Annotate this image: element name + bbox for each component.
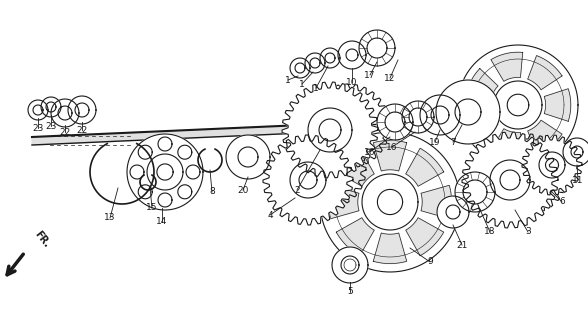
- Text: 23: 23: [32, 124, 44, 132]
- Text: 1: 1: [313, 84, 319, 92]
- Polygon shape: [41, 97, 61, 117]
- Polygon shape: [455, 172, 495, 212]
- Text: 2: 2: [294, 186, 300, 195]
- Text: 14: 14: [156, 218, 168, 227]
- Polygon shape: [290, 132, 366, 208]
- Text: 7: 7: [450, 138, 456, 147]
- Text: 19: 19: [429, 138, 441, 147]
- Polygon shape: [68, 96, 96, 124]
- Text: 9: 9: [427, 258, 433, 267]
- Text: 8: 8: [209, 188, 215, 196]
- Polygon shape: [420, 95, 460, 135]
- Polygon shape: [373, 140, 407, 171]
- Polygon shape: [336, 148, 375, 186]
- Text: 13: 13: [104, 213, 116, 222]
- Text: 23: 23: [45, 122, 56, 131]
- Polygon shape: [436, 80, 500, 144]
- Polygon shape: [290, 58, 310, 78]
- Polygon shape: [437, 196, 469, 228]
- Polygon shape: [28, 100, 48, 120]
- Text: 22: 22: [59, 127, 71, 137]
- Polygon shape: [373, 233, 407, 264]
- Text: 1: 1: [299, 79, 305, 89]
- Text: 17: 17: [364, 70, 376, 79]
- Polygon shape: [402, 101, 434, 133]
- Text: 22: 22: [76, 125, 88, 134]
- Text: 20: 20: [238, 186, 249, 195]
- Text: 4: 4: [267, 211, 273, 220]
- Polygon shape: [406, 148, 444, 186]
- Polygon shape: [527, 120, 562, 155]
- Text: FR.: FR.: [33, 229, 52, 249]
- Polygon shape: [488, 134, 568, 214]
- Polygon shape: [320, 132, 460, 272]
- Polygon shape: [305, 53, 325, 73]
- Text: 16: 16: [364, 148, 376, 156]
- Polygon shape: [320, 48, 340, 68]
- Text: 3: 3: [525, 228, 531, 236]
- Polygon shape: [338, 41, 366, 69]
- Text: 5: 5: [347, 287, 353, 297]
- Polygon shape: [332, 247, 368, 283]
- Polygon shape: [306, 84, 390, 168]
- Text: 10: 10: [346, 77, 358, 86]
- Polygon shape: [491, 52, 523, 81]
- Polygon shape: [51, 99, 79, 127]
- Polygon shape: [527, 56, 562, 90]
- Polygon shape: [406, 218, 444, 256]
- Polygon shape: [466, 68, 498, 101]
- Polygon shape: [329, 185, 359, 219]
- Polygon shape: [462, 132, 558, 228]
- Polygon shape: [544, 89, 571, 121]
- Polygon shape: [336, 218, 375, 256]
- Text: 21: 21: [456, 241, 467, 250]
- Polygon shape: [522, 135, 582, 195]
- Text: 1: 1: [285, 76, 291, 84]
- Polygon shape: [491, 129, 523, 158]
- Polygon shape: [263, 135, 353, 225]
- Polygon shape: [377, 104, 413, 140]
- Polygon shape: [32, 122, 370, 145]
- Text: 18: 18: [485, 228, 496, 236]
- Text: 11: 11: [572, 175, 584, 185]
- Text: 15: 15: [146, 204, 158, 212]
- Text: 16: 16: [386, 142, 397, 151]
- Polygon shape: [466, 109, 498, 141]
- Text: 12: 12: [385, 74, 396, 83]
- Polygon shape: [282, 82, 378, 178]
- Polygon shape: [226, 135, 270, 179]
- Polygon shape: [127, 134, 203, 210]
- Polygon shape: [359, 30, 395, 66]
- Text: 6: 6: [559, 197, 565, 206]
- Polygon shape: [421, 185, 452, 219]
- Polygon shape: [563, 138, 588, 166]
- Polygon shape: [458, 45, 578, 165]
